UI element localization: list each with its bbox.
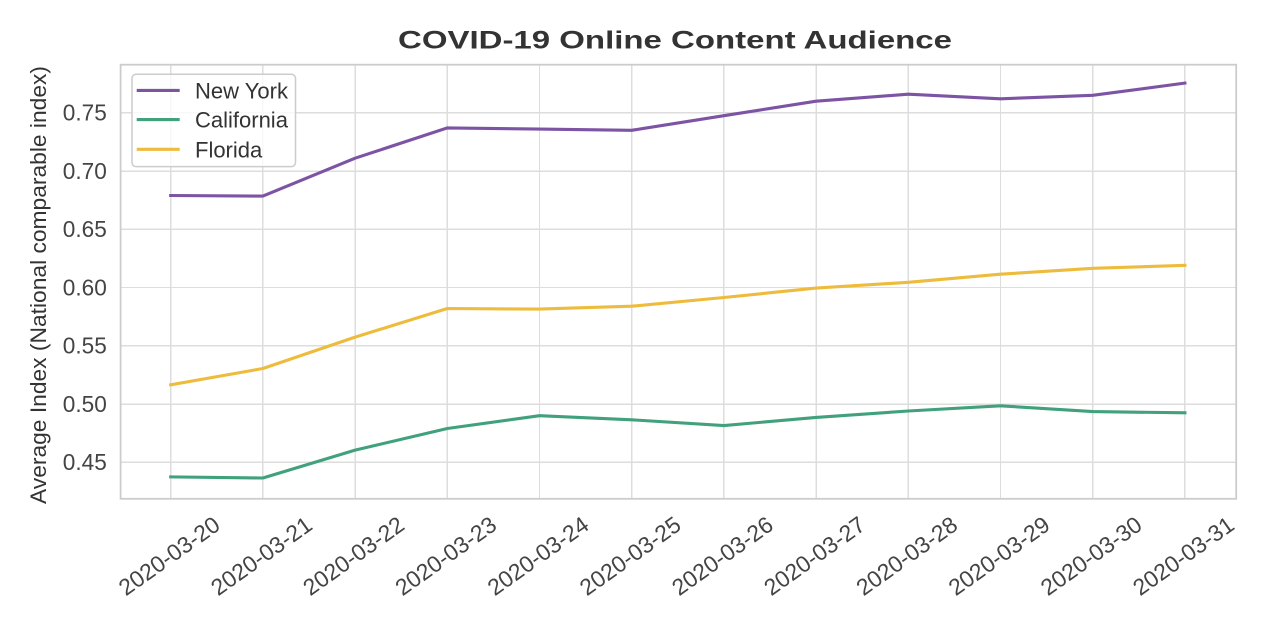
svg-text:Average Index (National compar: Average Index (National comparable index…: [26, 66, 51, 504]
svg-text:0.55: 0.55: [63, 333, 107, 359]
svg-text:COVID-19 Online Content Audien: COVID-19 Online Content Audience: [398, 27, 952, 55]
svg-text:Florida: Florida: [195, 137, 263, 162]
svg-text:0.65: 0.65: [63, 216, 107, 242]
svg-text:0.50: 0.50: [63, 391, 107, 417]
svg-text:0.70: 0.70: [63, 158, 107, 184]
svg-text:0.75: 0.75: [63, 100, 107, 126]
svg-text:0.45: 0.45: [63, 449, 107, 475]
svg-text:New York: New York: [195, 79, 289, 104]
svg-text:0.60: 0.60: [63, 274, 107, 300]
svg-text:California: California: [195, 108, 289, 133]
